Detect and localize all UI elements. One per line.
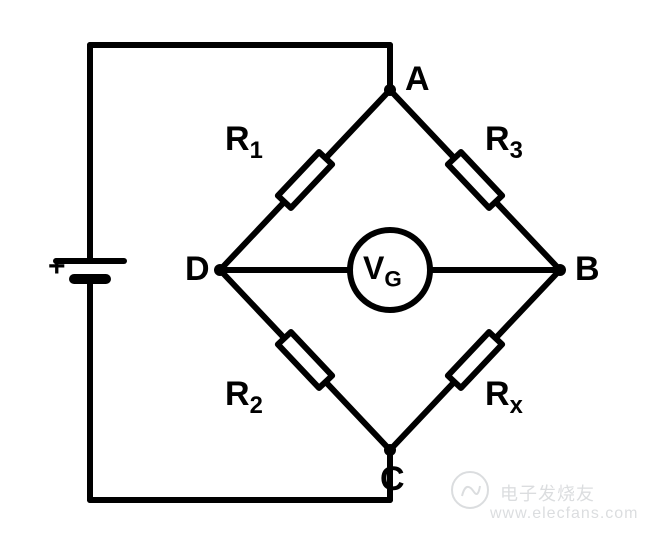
battery-plus-label: + <box>48 250 66 284</box>
resistor-label-r1: R1 <box>225 120 263 165</box>
node-label-d: D <box>185 250 210 289</box>
resistor-label-r3: R3 <box>485 120 523 165</box>
watermark-subtext: 电子发烧友 <box>500 480 595 506</box>
circuit-canvas <box>0 0 662 540</box>
node-label-b: B <box>575 250 600 289</box>
resistor-label-r2: R2 <box>225 375 263 420</box>
watermark-logo <box>450 470 490 510</box>
watermark-url: www.elecfans.com <box>490 505 639 523</box>
meter-label-vg: VG <box>363 250 402 292</box>
resistor-label-rx: Rx <box>485 375 523 420</box>
node-label-c: C <box>380 460 405 499</box>
node-label-a: A <box>405 60 430 99</box>
